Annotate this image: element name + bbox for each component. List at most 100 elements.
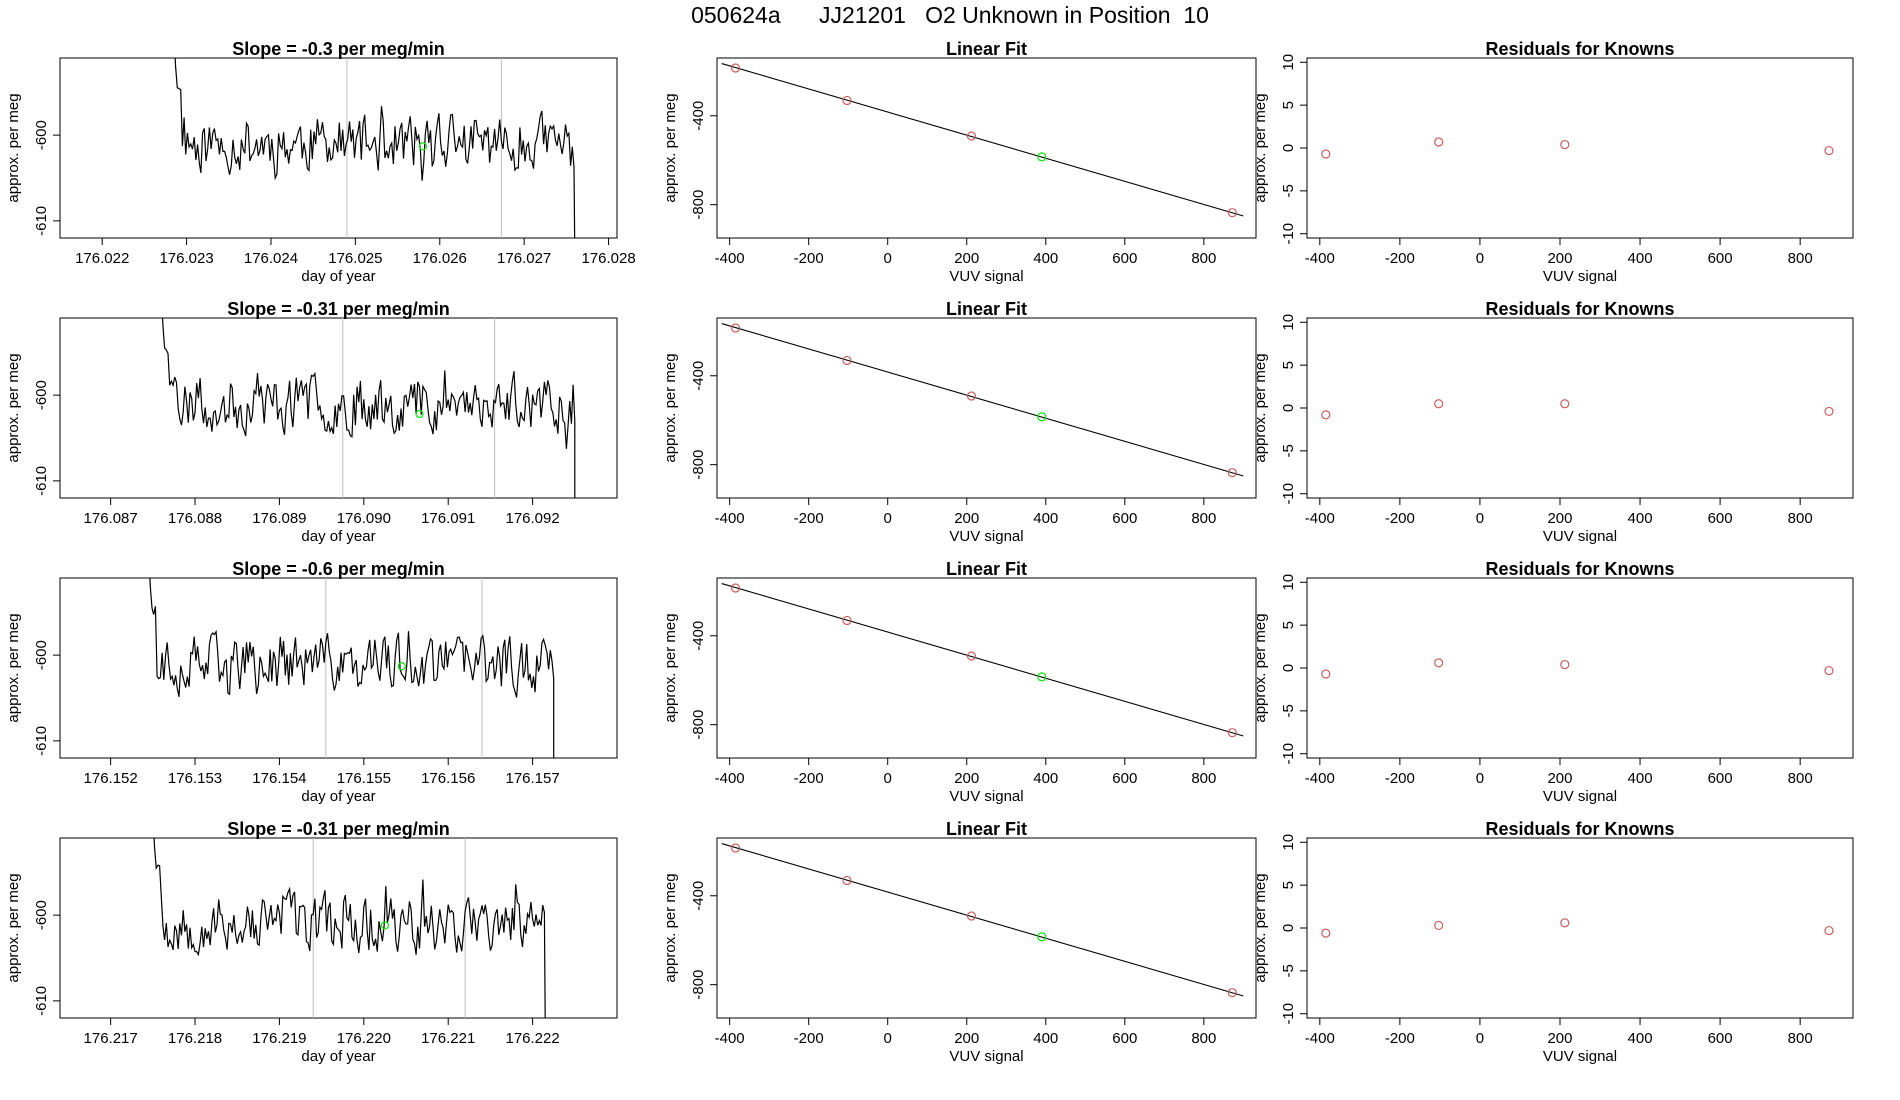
x-tick-label: 176.087	[84, 510, 138, 527]
plot-area	[174, 58, 576, 238]
plot-area	[153, 838, 546, 1018]
x-tick-label: 176.221	[421, 1030, 475, 1047]
panel-fit-row-1: Linear Fit -400 -200 0 200 400 600 800 -400 -800 V…	[662, 39, 1257, 285]
y-axis-label: approx. per meg	[5, 353, 22, 462]
plot-frame	[716, 317, 1257, 499]
plot-area	[721, 63, 1244, 218]
plot-area	[721, 843, 1244, 998]
x-tick-label: 0	[1476, 510, 1484, 527]
x-tick-label: 0	[1476, 250, 1484, 267]
residual-point	[1434, 920, 1444, 931]
plot-frame	[716, 577, 1257, 759]
known-point	[842, 95, 852, 106]
residual-point	[1824, 665, 1834, 676]
x-axis-label: VUV signal	[949, 788, 1023, 805]
panel-title: Linear Fit	[946, 559, 1027, 579]
y-tick-label: 5	[1280, 621, 1297, 629]
y-tick-label: -610	[33, 466, 50, 496]
x-tick-label: -200	[794, 250, 824, 267]
plot-area	[1321, 918, 1834, 938]
x-tick-label: 200	[954, 1030, 979, 1047]
x-axis-label: VUV signal	[949, 268, 1023, 285]
x-tick-label: 176.152	[84, 770, 138, 787]
x-tick-label: 176.028	[581, 250, 635, 267]
plot-area	[149, 578, 555, 758]
panel-title: Residuals for Knowns	[1485, 559, 1674, 579]
y-tick-label: -400	[690, 881, 707, 911]
x-tick-label: 176.091	[421, 510, 475, 527]
x-tick-label: 400	[1033, 510, 1058, 527]
plot-area	[1321, 658, 1834, 679]
plot-area	[1321, 137, 1834, 159]
plot-frame	[716, 57, 1257, 239]
y-axis-label: approx. per meg	[1252, 93, 1269, 202]
x-tick-label: 800	[1191, 770, 1216, 787]
y-tick-label: -600	[33, 380, 50, 410]
x-tick-label: 176.155	[337, 770, 391, 787]
x-tick-label: 600	[1112, 770, 1137, 787]
x-axis-label: day of year	[301, 268, 375, 285]
panel-residuals-row-1: Residuals for Knowns -400 -200 0 200 400 600 80…	[1252, 39, 1854, 285]
y-tick-label: -800	[690, 970, 707, 1000]
y-tick-label: -5	[1280, 964, 1297, 977]
plot-area	[721, 583, 1244, 738]
x-tick-label: 200	[954, 770, 979, 787]
y-axis-label: approx. per meg	[5, 873, 22, 982]
y-axis-label: approx. per meg	[5, 613, 22, 722]
residual-point	[1321, 928, 1331, 938]
panel-title: Slope = -0.31 per meg/min	[227, 819, 450, 839]
plot-frame	[59, 837, 618, 1019]
x-tick-label: 176.217	[84, 1030, 138, 1047]
x-tick-label: 400	[1628, 770, 1653, 787]
y-tick-label: -610	[33, 726, 50, 756]
unknown-point	[1037, 932, 1047, 942]
x-tick-label: 176.222	[505, 1030, 559, 1047]
unknown-point	[1037, 672, 1047, 682]
residual-point	[1824, 406, 1834, 417]
y-tick-label: 5	[1280, 361, 1297, 369]
y-tick-label: -10	[1280, 483, 1297, 505]
y-tick-label: -10	[1280, 743, 1297, 765]
x-tick-label: 800	[1788, 250, 1813, 267]
fit-line	[721, 583, 1244, 737]
panel-title: Linear Fit	[946, 299, 1027, 319]
x-tick-label: 176.220	[337, 1030, 391, 1047]
residual-point	[1560, 399, 1570, 409]
panel-residuals-row-4: Residuals for Knowns -400 -200 0 200 400 600 80…	[1252, 819, 1854, 1065]
signal-trace	[174, 58, 576, 238]
x-tick-label: 176.022	[75, 250, 129, 267]
y-tick-label: -600	[33, 640, 50, 670]
residual-point	[1321, 669, 1331, 679]
x-tick-label: 176.154	[252, 770, 306, 787]
fit-line	[721, 323, 1244, 477]
unknown-point	[397, 662, 406, 671]
x-tick-label: 400	[1033, 770, 1058, 787]
x-tick-label: -200	[794, 1030, 824, 1047]
x-tick-label: -200	[1385, 510, 1415, 527]
x-tick-label: -400	[1305, 770, 1335, 787]
y-axis-label: approx. per meg	[662, 613, 679, 722]
known-point	[966, 651, 977, 661]
y-axis-label: approx. per meg	[1252, 353, 1269, 462]
y-tick-label: -800	[690, 190, 707, 220]
x-tick-label: 0	[884, 510, 892, 527]
plot-area	[721, 323, 1244, 478]
plot-area	[161, 318, 576, 498]
panel-fit-row-3: Linear Fit -400 -200 0 200 400 600 800 -400 -800 V…	[662, 559, 1257, 805]
y-tick-label: 0	[1280, 664, 1297, 672]
x-axis-label: VUV signal	[1543, 268, 1617, 285]
x-tick-label: 200	[1547, 510, 1572, 527]
plot-area	[1321, 399, 1834, 420]
x-axis-label: day of year	[301, 528, 375, 545]
unknown-point	[418, 142, 427, 151]
x-tick-label: 400	[1628, 1030, 1653, 1047]
panel-timeseries-row-1: Slope = -0.3 per meg/min 176.022 176.023 17…	[5, 39, 636, 285]
panel-timeseries-row-3: Slope = -0.6 per meg/min 176.152 176.153 17…	[5, 559, 618, 805]
panel-title: Residuals for Knowns	[1485, 819, 1674, 839]
panel-fit-row-2: Linear Fit -400 -200 0 200 400 600 800 -400 -800 V…	[662, 299, 1257, 545]
page-title: 050624a JJ21201 O2 Unknown in Position 1…	[691, 2, 1209, 28]
x-tick-label: 800	[1191, 250, 1216, 267]
residual-point	[1824, 145, 1834, 156]
x-tick-label: 600	[1708, 250, 1733, 267]
plot-frame	[716, 837, 1257, 1019]
